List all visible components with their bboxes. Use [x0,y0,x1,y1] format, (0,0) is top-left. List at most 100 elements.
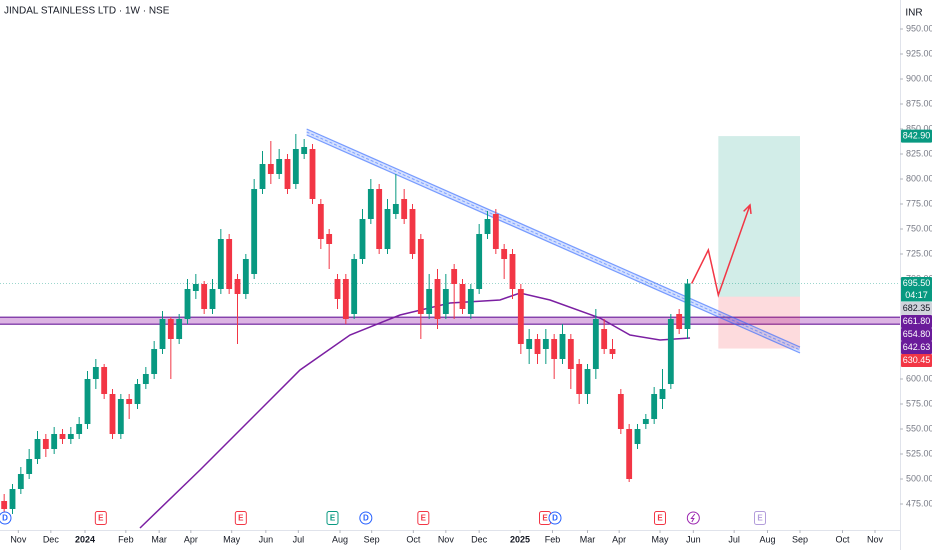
plot-area [0,128,900,529]
y-tick-label: 925.00 [906,48,932,58]
x-tick-label: Sep [792,534,808,544]
candle-body [476,234,483,289]
y-tick-label: 950.00 [906,23,932,33]
x-tick-label: Jun [686,534,701,544]
y-tick-label: 825.00 [906,148,932,158]
y-tick-label: 850.00 [906,123,932,133]
candle-body [251,189,258,274]
event-icon [0,511,12,525]
y-tick-label: 475.00 [906,498,932,508]
candle-body [642,419,649,424]
candle-body [209,289,216,309]
event-label: D [363,514,369,523]
price-label: 630.45 [903,355,931,365]
price-label-bg [901,277,932,290]
y-tick-label: 750.00 [906,223,932,233]
candle-body [9,489,16,509]
candle-body [309,149,316,199]
candle-body [142,374,149,384]
support-zone [0,317,900,325]
x-tick-label: Aug [332,534,348,544]
candle-body [509,254,516,289]
candle-body [451,269,458,284]
candle-body [434,279,441,319]
event-icon [548,511,562,525]
candle-body [526,339,533,349]
x-tick-label: 2024 [75,534,95,544]
projection-path [690,204,751,298]
candle-body [609,349,616,354]
price-label: 642.63 [903,342,931,352]
chart-title: JINDAL STAINLESS LTD · 1W · NSE [4,6,170,17]
candle-body [259,164,266,189]
projection-arrowhead [743,203,752,215]
candle-body [301,147,308,154]
event-label: E [542,514,548,523]
x-tick-label: Oct [406,534,421,544]
trend-line [306,134,801,354]
x-tick-label: Aug [759,534,775,544]
candle-body [601,329,608,349]
candle-body [42,439,49,449]
y-tick-label: 725.00 [906,248,932,258]
moving-average [139,292,691,529]
price-label-sub-bg [901,289,932,302]
candle-body [192,284,199,291]
y-tick-label: 600.00 [906,373,932,383]
candle-body [617,394,624,429]
candle-body [51,434,58,449]
price-label-bg [901,129,932,143]
x-tick-label: May [223,534,241,544]
x-tick-label: Apr [184,534,198,544]
x-tick-label: Nov [438,534,455,544]
candle-body [184,289,191,319]
x-tick-label: Jul [728,534,740,544]
candle-body [234,279,241,294]
event-label: D [552,514,558,523]
event-icon [754,511,766,525]
target-zone [718,136,800,297]
candle-body [1,501,8,509]
candle-body [326,234,333,244]
candle-body [684,283,691,329]
x-tick-label: Feb [545,534,561,544]
y-tick-label: 550.00 [906,423,932,433]
candle-body [34,439,41,459]
candle-body [126,399,133,404]
candle-body [584,369,591,394]
x-tick-label: Apr [612,534,626,544]
candle-body [17,474,24,489]
candle-body [409,209,416,254]
candle-body [551,339,558,359]
event-icon [417,511,430,525]
price-label: 661.80 [903,316,931,326]
event-label: E [98,514,104,523]
candle-body [567,339,574,369]
price-label-bg [901,341,932,354]
trend-line [306,128,801,348]
candle-body [334,279,341,299]
candle-body [242,259,249,294]
candle-body [167,319,174,339]
candle-body [159,319,166,349]
y-tick-label: 875.00 [906,98,932,108]
candle-body [559,334,566,359]
candle-body [467,289,474,314]
x-tick-label: Jun [259,534,274,544]
y-tick-label: 575.00 [906,398,932,408]
price-label-bg [901,315,932,328]
y-tick-label: 900.00 [906,73,932,83]
candle-body [459,284,466,309]
candle-body [92,367,99,379]
candle-body [351,259,358,314]
x-tick-label: Mar [580,534,596,544]
candle-body [367,189,374,219]
x-tick-label: 2025 [510,534,530,544]
candle-body [359,219,366,259]
candle-body [151,349,158,374]
currency: INR [905,8,922,19]
candle-body [376,189,383,249]
candle-body [276,159,283,174]
